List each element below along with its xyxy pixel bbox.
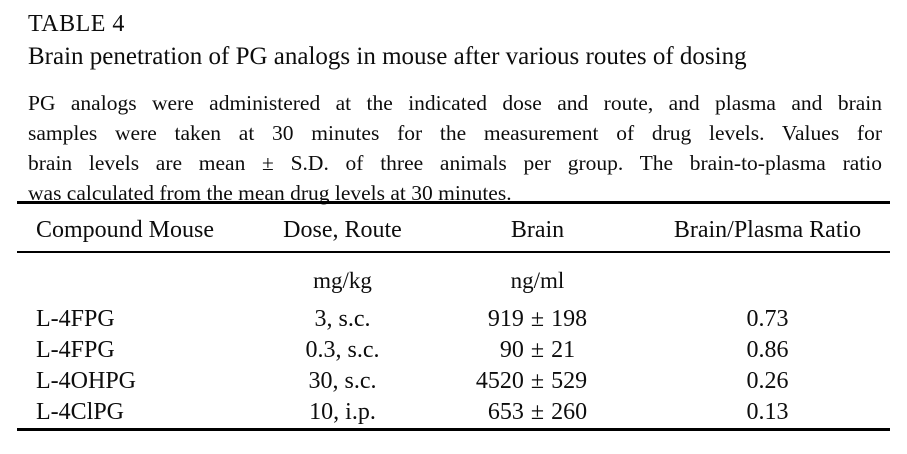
cell-dose: 10, i.p.: [309, 399, 376, 425]
plus-minus-sign: ±: [530, 399, 545, 425]
table-row: L-4FPG 0.3, s.c. 90 ± 21 0.86: [17, 335, 890, 366]
cell-ratio: 0.26: [746, 368, 789, 394]
table-header-row: Compound Mouse Dose, Route Brain Brain/P…: [17, 204, 890, 253]
brain-mean-value: 4520: [475, 368, 524, 394]
cell-brain: 4520 ± 529: [430, 366, 645, 397]
table-row: L-4OHPG 30, s.c. 4520 ± 529 0.26: [17, 366, 890, 397]
header-compound: Compound Mouse: [36, 217, 215, 243]
cell-compound: L-4FPG: [36, 337, 115, 363]
table-body: L-4FPG 3, s.c. 919 ± 198 0.73 L-4FPG 0.3…: [17, 304, 890, 428]
cell-ratio: 0.73: [746, 306, 789, 332]
cell-brain: 919 ± 198: [430, 304, 645, 335]
cell-dose: 0.3, s.c.: [305, 337, 380, 363]
brain-mean-value: 653: [487, 399, 524, 425]
footnote-line: samples were taken at 30 minutes for the…: [28, 121, 882, 145]
table-number-label: TABLE 4: [28, 11, 125, 37]
cell-brain: 90 ± 21: [430, 335, 645, 366]
data-table: Compound Mouse Dose, Route Brain Brain/P…: [17, 201, 890, 431]
plus-minus-sign: ±: [530, 368, 545, 394]
units-dose: mg/kg: [313, 268, 372, 293]
brain-mean-value: 919: [487, 306, 524, 332]
brain-mean-value: 90: [499, 337, 524, 363]
header-dose-route: Dose, Route: [283, 217, 402, 243]
header-brain: Brain: [510, 217, 565, 243]
brain-sd-value: 21: [551, 337, 576, 363]
brain-sd-value: 260: [551, 399, 588, 425]
table-footnote: PG analogs were administered at the indi…: [28, 88, 882, 208]
cell-compound: L-4ClPG: [36, 399, 125, 425]
brain-sd-value: 529: [551, 368, 588, 394]
cell-compound: L-4FPG: [36, 306, 115, 332]
cell-dose: 3, s.c.: [314, 306, 371, 332]
header-brain-plasma-ratio: Brain/Plasma Ratio: [673, 217, 862, 243]
plus-minus-sign: ±: [530, 337, 545, 363]
cell-ratio: 0.86: [746, 337, 789, 363]
cell-compound: L-4OHPG: [36, 368, 136, 394]
plus-minus-sign: ±: [530, 306, 545, 332]
cell-ratio: 0.13: [746, 399, 789, 425]
brain-sd-value: 198: [551, 306, 588, 332]
footnote-line: brain levels are mean ± S.D. of three an…: [28, 151, 882, 175]
footnote-line: PG analogs were administered at the indi…: [28, 91, 882, 115]
table-title: Brain penetration of PG analogs in mouse…: [28, 43, 747, 70]
table-units-row: mg/kg ng/ml: [17, 253, 890, 296]
units-brain: ng/ml: [510, 268, 565, 293]
table-row: L-4ClPG 10, i.p. 653 ± 260 0.13: [17, 397, 890, 428]
table-row: L-4FPG 3, s.c. 919 ± 198 0.73: [17, 304, 890, 335]
cell-brain: 653 ± 260: [430, 397, 645, 428]
cell-dose: 30, s.c.: [308, 368, 377, 394]
